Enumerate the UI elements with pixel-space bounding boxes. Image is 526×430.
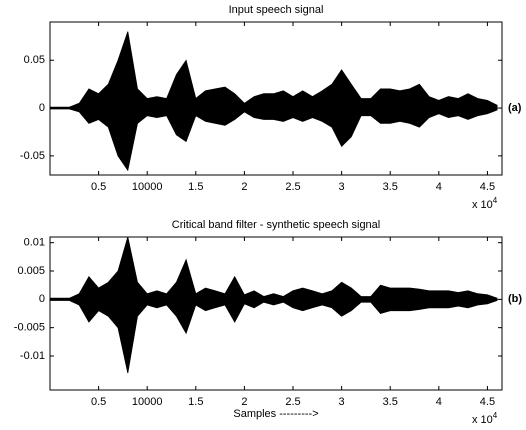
x-tick-label: 2.5 — [285, 181, 300, 193]
y-tick-label: 0.005 — [17, 265, 45, 277]
x-tick-label: 10000 — [132, 396, 163, 408]
x-scale-label: x 104 — [472, 411, 498, 426]
x-scale-base: x 10 — [472, 199, 493, 211]
x-tick-label: 2.5 — [285, 396, 300, 408]
y-tick-label: -0.01 — [20, 350, 45, 362]
y-tick-label: -0.05 — [20, 150, 45, 162]
chart-title: Input speech signal — [229, 4, 324, 16]
x-tick-label: 0.5 — [91, 181, 106, 193]
x-tick-label: 3 — [339, 396, 345, 408]
y-tick-label: 0.01 — [24, 237, 45, 249]
axes-box — [49, 21, 503, 176]
chart-title: Critical band filter - synthetic speech … — [172, 219, 380, 231]
x-tick-label: 3.5 — [383, 396, 398, 408]
waveform-envelope — [49, 31, 498, 109]
x-tick-label: 1.5 — [188, 181, 203, 193]
x-tick-label: 4.5 — [480, 396, 495, 408]
x-tick-label: 4.5 — [480, 181, 495, 193]
waveform-envelope — [49, 298, 498, 374]
x-tick-label: 3 — [339, 181, 345, 193]
y-tick-label: 0 — [39, 102, 45, 114]
x-tick-label: 2 — [241, 396, 247, 408]
x-tick-label: 4 — [436, 396, 442, 408]
waveform-envelope — [49, 107, 498, 172]
x-axis-label: Samples ---------> — [233, 408, 318, 420]
y-tick-label: 0.05 — [24, 54, 45, 66]
panel-label: (a) — [508, 102, 522, 114]
x-tick-label: 10000 — [132, 181, 163, 193]
x-tick-label: 0.5 — [91, 396, 106, 408]
x-tick-label: 3.5 — [383, 181, 398, 193]
waveform-envelope — [49, 236, 498, 300]
panel-label: (b) — [508, 293, 522, 305]
x-scale-label: x 104 — [472, 196, 498, 211]
x-scale-exponent: 4 — [493, 196, 498, 205]
x-tick-label: 4 — [436, 181, 442, 193]
y-tick-label: 0 — [39, 293, 45, 305]
axes-box — [49, 236, 503, 391]
x-tick-label: 1.5 — [188, 396, 203, 408]
x-scale-exponent: 4 — [493, 411, 498, 420]
y-tick-label: -0.005 — [14, 322, 45, 334]
x-scale-base: x 10 — [472, 414, 493, 426]
x-tick-label: 2 — [241, 181, 247, 193]
